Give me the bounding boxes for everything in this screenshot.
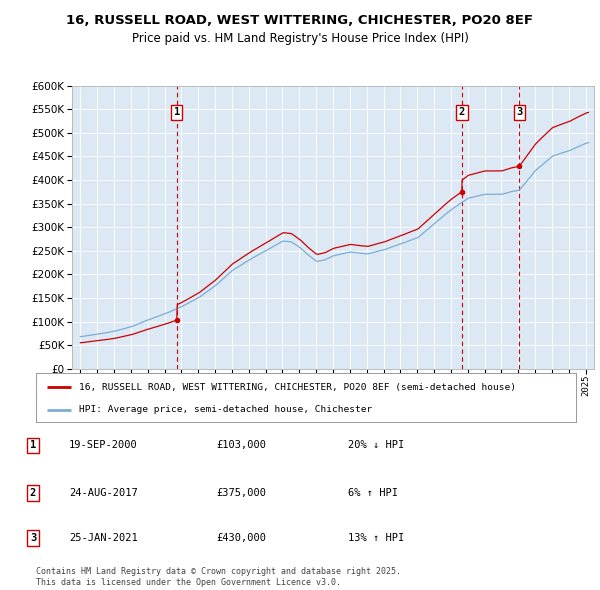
Text: Price paid vs. HM Land Registry's House Price Index (HPI): Price paid vs. HM Land Registry's House … — [131, 32, 469, 45]
Text: £103,000: £103,000 — [216, 441, 266, 450]
Text: 13% ↑ HPI: 13% ↑ HPI — [348, 533, 404, 543]
Text: 3: 3 — [516, 107, 523, 117]
Text: 24-AUG-2017: 24-AUG-2017 — [69, 488, 138, 497]
Text: Contains HM Land Registry data © Crown copyright and database right 2025.
This d: Contains HM Land Registry data © Crown c… — [36, 568, 401, 586]
Text: 19-SEP-2000: 19-SEP-2000 — [69, 441, 138, 450]
Text: 6% ↑ HPI: 6% ↑ HPI — [348, 488, 398, 497]
Text: 3: 3 — [30, 533, 36, 543]
Text: 1: 1 — [30, 441, 36, 450]
Text: £375,000: £375,000 — [216, 488, 266, 497]
Text: 20% ↓ HPI: 20% ↓ HPI — [348, 441, 404, 450]
Text: 16, RUSSELL ROAD, WEST WITTERING, CHICHESTER, PO20 8EF: 16, RUSSELL ROAD, WEST WITTERING, CHICHE… — [67, 14, 533, 27]
Text: 2: 2 — [458, 107, 465, 117]
Text: 16, RUSSELL ROAD, WEST WITTERING, CHICHESTER, PO20 8EF (semi-detached house): 16, RUSSELL ROAD, WEST WITTERING, CHICHE… — [79, 382, 516, 392]
Text: HPI: Average price, semi-detached house, Chichester: HPI: Average price, semi-detached house,… — [79, 405, 373, 414]
Text: 1: 1 — [173, 107, 180, 117]
Text: £430,000: £430,000 — [216, 533, 266, 543]
Text: 2: 2 — [30, 488, 36, 497]
Text: 25-JAN-2021: 25-JAN-2021 — [69, 533, 138, 543]
